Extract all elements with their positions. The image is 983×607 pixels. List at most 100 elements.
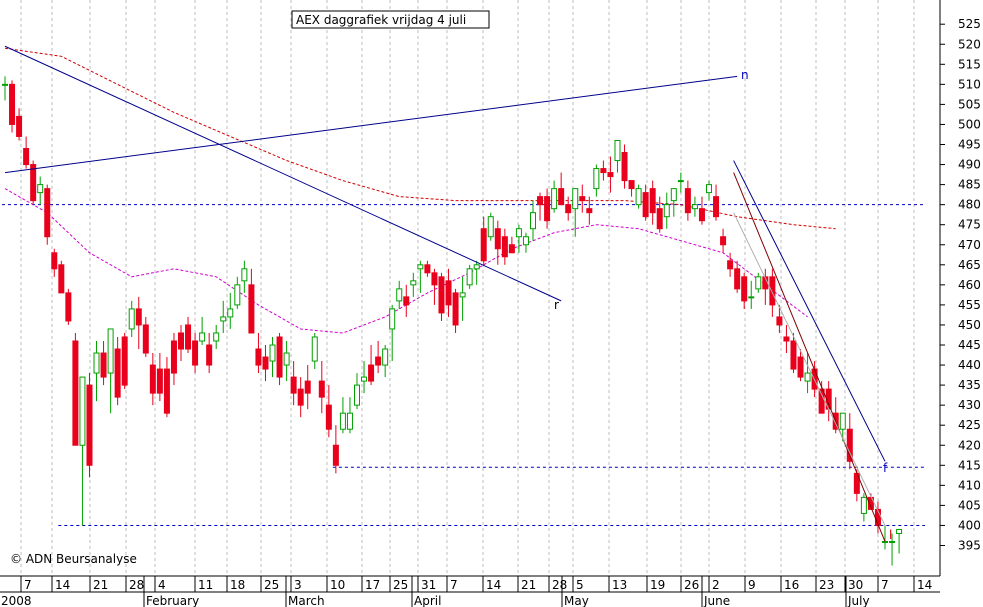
candle-body: [318, 380, 325, 398]
candle-body: [86, 384, 93, 466]
candle: [417, 260, 424, 293]
candle-body: [382, 348, 389, 366]
candle: [185, 316, 192, 354]
candle-body: [262, 356, 269, 370]
candle: [283, 340, 290, 382]
candle-body: [72, 340, 79, 446]
candle-body: [178, 332, 184, 350]
candle-body: [44, 188, 51, 238]
candle: [234, 276, 241, 309]
y-tick-label: 405: [958, 498, 981, 512]
x-tick-label: 14: [917, 578, 932, 592]
candle: [424, 260, 431, 277]
candle: [142, 316, 149, 358]
candle-body: [515, 228, 522, 238]
candle-body: [473, 264, 480, 270]
x-tick-label: 5: [576, 578, 584, 592]
candle-body: [65, 292, 72, 322]
candle: [339, 397, 346, 434]
candle-body: [797, 356, 804, 378]
candle-body: [213, 332, 220, 342]
candle: [325, 385, 332, 438]
candle-body: [185, 324, 192, 350]
candle-body: [734, 268, 741, 290]
moving-average-long: [4, 47, 836, 230]
x-tick-label: 7: [881, 578, 889, 592]
candle: [16, 108, 23, 141]
candle: [269, 336, 276, 378]
candle: [121, 332, 128, 390]
candle-body: [192, 340, 199, 366]
candle-body: [58, 264, 65, 294]
trend-line: [733, 160, 886, 462]
candle: [487, 212, 494, 241]
candle-body: [551, 188, 558, 210]
candle-body: [452, 292, 459, 326]
candle: [494, 220, 501, 265]
candle-body: [149, 364, 156, 394]
candle-body: [389, 308, 396, 330]
candle: [635, 184, 642, 209]
candle: [741, 272, 748, 309]
candle: [149, 353, 156, 406]
candle: [227, 292, 234, 329]
candle-body: [698, 208, 705, 222]
candle-body: [755, 276, 762, 290]
candle-body: [283, 352, 290, 366]
candle: [586, 196, 593, 225]
candle: [297, 377, 304, 418]
candle-body: [804, 372, 811, 382]
candle-body: [691, 204, 698, 210]
y-tick-label: 435: [958, 378, 981, 392]
candle: [192, 332, 199, 374]
candle-body: [346, 412, 353, 430]
candle-body: [339, 412, 346, 430]
candle: [51, 248, 58, 277]
candle: [128, 300, 135, 337]
x-tick-label: 23: [819, 578, 834, 592]
candle-body: [663, 204, 670, 218]
annotation-f: f: [883, 461, 888, 475]
candle: [621, 144, 628, 189]
candle: [361, 361, 368, 394]
candle-body: [93, 352, 100, 374]
candle-body: [248, 284, 255, 334]
candle-body: [565, 204, 572, 214]
candle: [431, 268, 438, 305]
candle: [572, 188, 579, 237]
candle-body: [220, 316, 227, 322]
candle: [706, 180, 712, 201]
candle-body: [889, 540, 896, 543]
candle-body: [896, 528, 903, 534]
candle-body: [593, 168, 600, 190]
candle: [480, 216, 487, 265]
candle: [318, 361, 325, 414]
trend-line: [733, 172, 886, 542]
candle-body: [142, 324, 149, 354]
candle-body: [635, 188, 642, 206]
candle: [213, 324, 220, 350]
candle: [684, 180, 691, 221]
candle: [889, 533, 896, 566]
candle: [670, 188, 677, 217]
candle-body: [480, 228, 487, 262]
x-tick-label: 7: [24, 578, 32, 592]
x-tick-label: 3: [294, 578, 302, 592]
candle-body: [684, 188, 691, 214]
candle-body: [290, 376, 297, 394]
y-tick-label: 460: [958, 278, 981, 292]
candle-body: [614, 139, 621, 162]
trend-line: [4, 75, 738, 174]
candle-body: [522, 236, 529, 246]
x-tick-label: 18: [230, 578, 245, 592]
candle-body: [501, 236, 508, 258]
x-tick-label: 14: [486, 578, 501, 592]
x-tick-label: 21: [93, 578, 108, 592]
candle: [614, 139, 621, 173]
candle-body: [51, 252, 58, 270]
reference-lines: [2, 204, 925, 526]
candle: [65, 288, 72, 325]
candle-body: [114, 348, 121, 398]
candle-body: [649, 188, 656, 214]
